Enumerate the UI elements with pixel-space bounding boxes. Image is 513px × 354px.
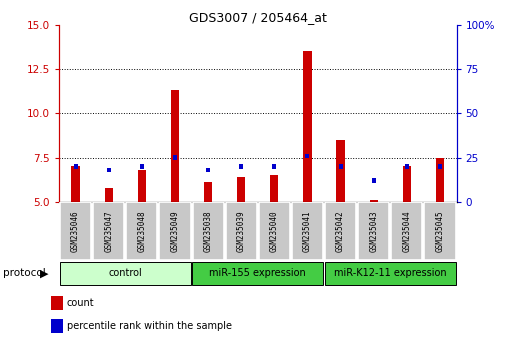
Text: GSM235047: GSM235047 xyxy=(104,210,113,252)
Text: GSM235049: GSM235049 xyxy=(170,210,180,252)
Bar xyxy=(337,140,345,202)
Text: GSM235041: GSM235041 xyxy=(303,210,312,252)
FancyBboxPatch shape xyxy=(160,202,190,259)
Bar xyxy=(272,164,277,169)
FancyBboxPatch shape xyxy=(292,202,323,259)
Text: control: control xyxy=(108,268,142,279)
Text: ▶: ▶ xyxy=(40,268,48,278)
Bar xyxy=(73,164,77,169)
FancyBboxPatch shape xyxy=(325,202,356,259)
Text: GSM235042: GSM235042 xyxy=(336,210,345,252)
Bar xyxy=(105,188,113,202)
Bar xyxy=(403,166,411,202)
Bar xyxy=(173,155,177,160)
Bar xyxy=(237,177,245,202)
FancyBboxPatch shape xyxy=(226,202,257,259)
FancyBboxPatch shape xyxy=(93,202,124,259)
Bar xyxy=(206,168,210,172)
FancyBboxPatch shape xyxy=(192,202,224,259)
FancyBboxPatch shape xyxy=(424,202,456,259)
FancyBboxPatch shape xyxy=(60,262,191,285)
Bar xyxy=(71,166,80,202)
Text: GSM235040: GSM235040 xyxy=(270,210,279,252)
FancyBboxPatch shape xyxy=(126,202,157,259)
Text: GSM235044: GSM235044 xyxy=(402,210,411,252)
Bar xyxy=(438,164,442,169)
Text: GSM235039: GSM235039 xyxy=(236,210,246,252)
Bar xyxy=(436,158,444,202)
FancyBboxPatch shape xyxy=(192,262,323,285)
Text: GSM235043: GSM235043 xyxy=(369,210,378,252)
FancyBboxPatch shape xyxy=(60,202,91,259)
Bar xyxy=(239,164,243,169)
Text: protocol: protocol xyxy=(3,268,45,278)
Bar xyxy=(372,178,376,183)
Bar xyxy=(369,200,378,202)
Text: GSM235045: GSM235045 xyxy=(436,210,444,252)
Bar xyxy=(305,154,309,158)
Bar xyxy=(405,164,409,169)
Bar xyxy=(339,164,343,169)
Text: miR-K12-11 expression: miR-K12-11 expression xyxy=(334,268,447,279)
FancyBboxPatch shape xyxy=(391,202,422,259)
Bar xyxy=(204,182,212,202)
Text: miR-155 expression: miR-155 expression xyxy=(209,268,306,279)
Bar xyxy=(303,51,311,202)
Bar xyxy=(270,175,279,202)
Bar xyxy=(137,170,146,202)
Title: GDS3007 / 205464_at: GDS3007 / 205464_at xyxy=(189,11,327,24)
Bar xyxy=(140,164,144,169)
Text: GSM235038: GSM235038 xyxy=(204,210,212,252)
Bar xyxy=(171,90,179,202)
FancyBboxPatch shape xyxy=(325,262,456,285)
Text: percentile rank within the sample: percentile rank within the sample xyxy=(67,321,232,331)
FancyBboxPatch shape xyxy=(259,202,290,259)
FancyBboxPatch shape xyxy=(358,202,389,259)
Text: count: count xyxy=(67,298,94,308)
Bar xyxy=(107,168,111,172)
Text: GSM235048: GSM235048 xyxy=(137,210,146,252)
Text: GSM235046: GSM235046 xyxy=(71,210,80,252)
